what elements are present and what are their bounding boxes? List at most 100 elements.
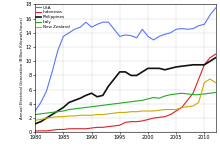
New Zealand — [34, 119, 37, 121]
Philippines — [175, 66, 178, 68]
Italy — [102, 104, 104, 106]
USA — [51, 71, 53, 73]
Indonesia — [203, 64, 206, 66]
USA — [186, 28, 189, 30]
Indonesia — [73, 128, 76, 130]
Italy — [68, 109, 70, 110]
Italy — [180, 92, 183, 94]
Philippines — [203, 64, 206, 66]
Indonesia — [90, 127, 93, 129]
USA — [175, 28, 178, 30]
USA — [197, 25, 200, 27]
USA — [79, 26, 82, 28]
USA — [130, 35, 132, 37]
Italy — [51, 112, 53, 113]
New Zealand — [135, 111, 138, 113]
Philippines — [180, 65, 183, 67]
New Zealand — [158, 109, 161, 111]
USA — [96, 23, 99, 25]
New Zealand — [197, 102, 200, 103]
USA — [34, 110, 37, 112]
Indonesia — [40, 130, 42, 132]
Philippines — [73, 100, 76, 101]
USA — [209, 14, 211, 16]
USA — [214, 7, 217, 9]
Indonesia — [135, 121, 138, 123]
Philippines — [62, 107, 65, 108]
Italy — [147, 98, 149, 100]
Italy — [192, 94, 194, 96]
USA — [118, 36, 121, 37]
USA — [124, 34, 127, 36]
Italy — [214, 92, 217, 93]
USA — [113, 28, 116, 30]
Italy — [124, 102, 127, 103]
Indonesia — [113, 125, 116, 127]
Italy — [113, 103, 116, 105]
New Zealand — [118, 112, 121, 113]
Indonesia — [45, 130, 48, 132]
Indonesia — [118, 124, 121, 126]
Philippines — [34, 123, 37, 125]
Indonesia — [158, 116, 161, 118]
USA — [152, 39, 155, 41]
Line: Philippines: Philippines — [35, 58, 216, 124]
New Zealand — [85, 114, 87, 116]
Indonesia — [141, 120, 144, 122]
USA — [62, 36, 65, 37]
Italy — [135, 100, 138, 102]
Indonesia — [51, 129, 53, 131]
Philippines — [102, 95, 104, 96]
Philippines — [85, 95, 87, 96]
USA — [102, 21, 104, 23]
Indonesia — [214, 53, 217, 55]
New Zealand — [40, 119, 42, 120]
Italy — [57, 111, 59, 113]
New Zealand — [96, 114, 99, 115]
USA — [169, 32, 172, 34]
Indonesia — [124, 121, 127, 123]
Indonesia — [169, 114, 172, 115]
Indonesia — [85, 128, 87, 130]
Italy — [90, 106, 93, 108]
Indonesia — [130, 121, 132, 123]
Philippines — [57, 110, 59, 112]
Line: Italy: Italy — [35, 92, 216, 115]
Philippines — [118, 71, 121, 73]
Philippines — [158, 67, 161, 69]
Italy — [73, 108, 76, 110]
Indonesia — [175, 110, 178, 112]
Indonesia — [186, 100, 189, 101]
Italy — [197, 94, 200, 96]
Philippines — [130, 75, 132, 76]
New Zealand — [79, 114, 82, 116]
New Zealand — [68, 115, 70, 117]
New Zealand — [180, 107, 183, 108]
New Zealand — [107, 113, 110, 115]
USA — [107, 21, 110, 23]
Indonesia — [34, 130, 37, 132]
Italy — [203, 93, 206, 95]
New Zealand — [163, 109, 166, 110]
Italy — [45, 112, 48, 114]
New Zealand — [209, 78, 211, 80]
New Zealand — [147, 110, 149, 112]
Italy — [209, 92, 211, 94]
Philippines — [214, 57, 217, 59]
Philippines — [90, 92, 93, 94]
USA — [85, 21, 87, 23]
Indonesia — [147, 119, 149, 120]
USA — [68, 32, 70, 34]
Indonesia — [68, 128, 70, 130]
Line: New Zealand: New Zealand — [35, 79, 216, 120]
Italy — [152, 97, 155, 98]
New Zealand — [62, 116, 65, 118]
Italy — [158, 97, 161, 99]
Italy — [40, 113, 42, 115]
Italy — [62, 110, 65, 112]
Italy — [130, 101, 132, 103]
Legend: USA, Indonesia, Philippines, Italy, New Zealand: USA, Indonesia, Philippines, Italy, New … — [36, 5, 70, 29]
Philippines — [79, 97, 82, 99]
New Zealand — [102, 114, 104, 115]
Italy — [141, 100, 144, 101]
